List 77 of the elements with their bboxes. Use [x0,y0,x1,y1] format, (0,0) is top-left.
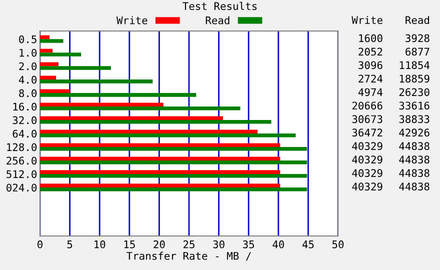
text: 18859 [400,74,430,83]
text: 20666 [352,102,382,110]
text: 4974 [358,88,383,96]
text: 40329 [352,156,382,164]
bar [40,156,280,160]
y-tick-label: 16.0 [13,102,37,111]
bar [40,39,64,43]
text: 40329 [352,182,382,190]
y-tick-label: 2.0 [19,62,37,70]
y-tick-label: 128.0 [7,143,37,152]
text: Write [352,16,382,24]
text: 6877 [406,48,430,56]
x-axis-title: Transfer Rate - MB / [126,252,251,261]
bar [40,146,308,151]
y-tick-label: 8.0 [19,89,37,98]
bar [40,76,56,80]
x-tick-label: 25 [184,240,194,248]
x-tick-label: 15 [124,240,135,248]
x-tick-label: 45 [302,240,314,248]
bar [40,89,70,94]
x-tick-label: 35 [243,240,254,248]
bar [40,106,240,110]
text: 44838 [399,182,430,190]
bar [40,174,308,178]
text: 40329 [352,169,382,178]
x-tick-label: 0 [38,240,42,248]
x-tick-label: 5 [67,240,72,248]
bar [40,184,280,188]
x-tick-label: 40 [272,240,284,248]
bar [40,130,258,134]
bar [40,116,223,120]
text: 42926 [399,128,430,137]
text: 36472 [352,128,382,137]
y-tick-label: 0.5 [19,35,36,44]
y-tick-label: 1.0 [20,48,37,57]
x-tick-label: 10 [94,240,106,248]
text: 38833 [399,115,430,124]
x-tick-label: 20 [154,240,165,248]
text: 44838 [399,169,430,178]
chart-title: Test Results [182,2,257,10]
text: 44838 [399,142,430,150]
text: 30673 [352,115,382,124]
legend-label: Write [116,16,148,24]
text: 3928 [406,34,430,42]
bar [40,80,153,84]
text: 2724 [358,74,383,82]
text: 40329 [352,142,382,150]
bar [40,66,111,70]
y-tick-label: 024.0 [6,184,37,192]
text: 11854 [400,61,430,70]
y-tick-label: 4.0 [18,76,37,84]
bar [40,93,196,97]
bar [40,102,164,107]
legend-label: Read [206,16,230,24]
bar [40,160,308,164]
x-tick-label: 30 [213,240,224,248]
text: 1600 [359,34,382,42]
text: 44838 [399,156,430,164]
text: 2052 [358,48,382,56]
text: 33616 [399,102,430,110]
x-tick-label: 50 [332,240,344,248]
bar [40,170,280,174]
y-tick-label: 64.0 [12,130,37,138]
bar [40,52,82,56]
bar [40,187,308,192]
y-tick-label: 32.0 [12,116,37,124]
bar [40,143,280,147]
bar [40,134,296,138]
bar [40,120,272,124]
text: Read [406,16,430,24]
bar [40,62,58,66]
y-tick-label: 256.0 [6,156,37,165]
bar [40,35,50,40]
text: 3096 [358,61,382,70]
y-tick-label: 512.0 [6,170,37,178]
bar [40,48,53,53]
text: 26230 [399,88,430,96]
